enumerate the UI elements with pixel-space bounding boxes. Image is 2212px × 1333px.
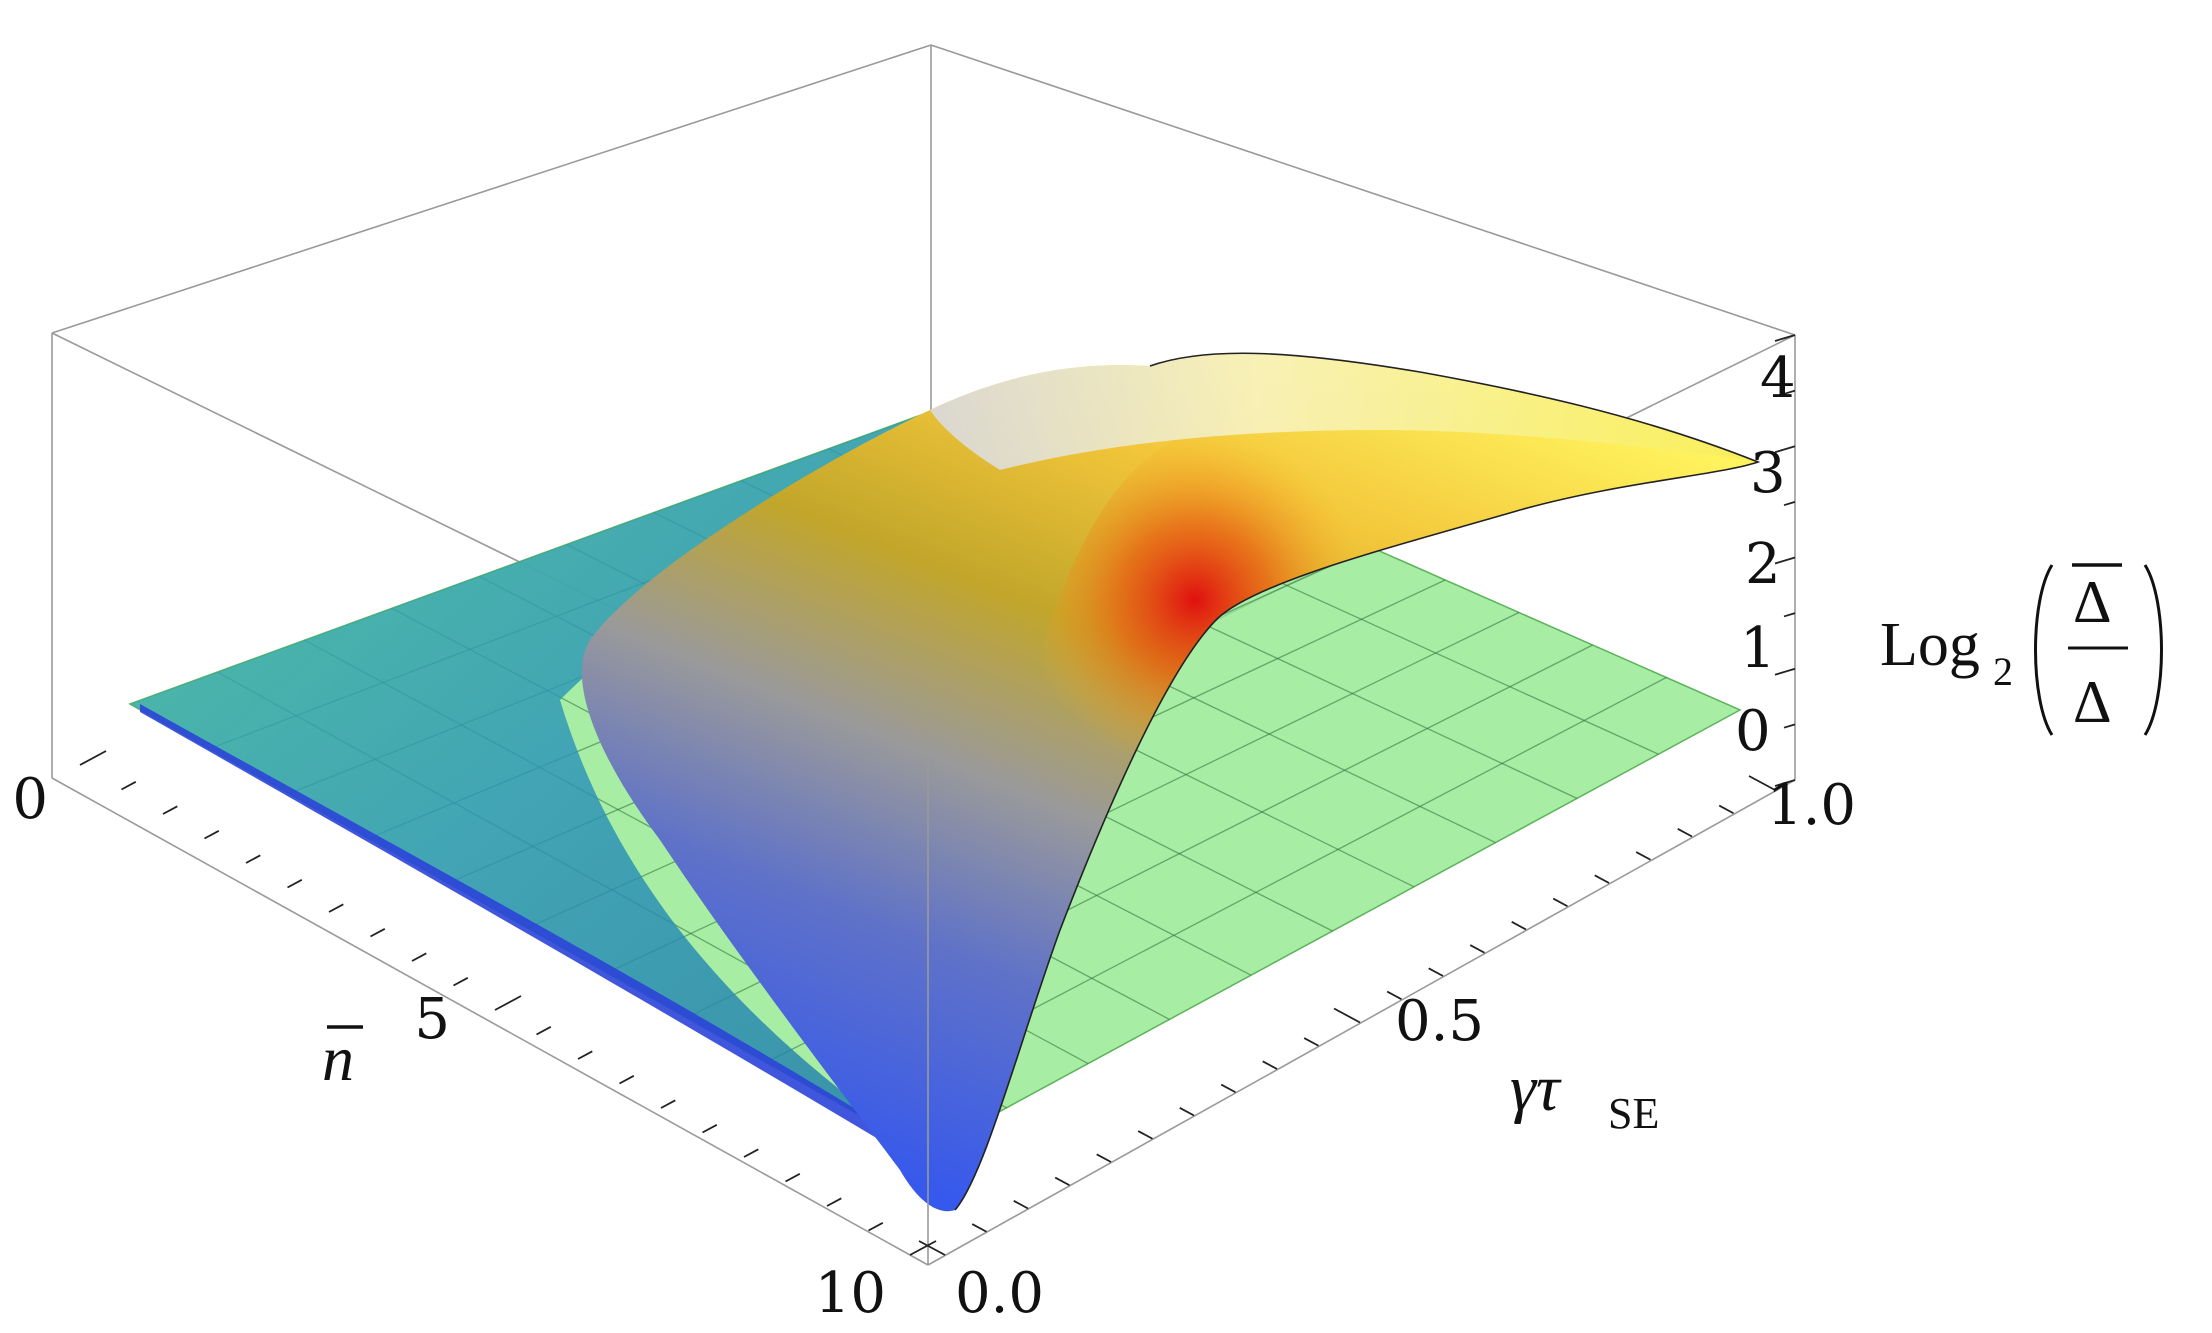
z-tick-mark-5 [1783, 501, 1796, 507]
n-tick-mark-3 [204, 830, 220, 840]
gamma-tick-0.0: 0.0 [955, 1261, 1044, 1326]
ridge-surface [581, 353, 1758, 1212]
ridge-outline [954, 352, 1761, 1211]
svg-text:Δ: Δ [2073, 669, 2112, 735]
gamma-tick-mark-12 [1428, 967, 1444, 977]
n-tick-mark-14 [660, 1099, 676, 1109]
gamma-tick-mark-9 [1303, 1037, 1319, 1047]
n-tick-mark-7 [370, 928, 386, 938]
n-tick-mark-20 [909, 1240, 937, 1256]
gamma-tick-mark-11 [1386, 990, 1402, 1001]
bounding-box-front [51, 762, 1796, 1266]
n-tick-0: 0 [12, 767, 48, 832]
gamma-tick-mark-10 [1333, 1007, 1361, 1024]
z-tick-3: 3 [1750, 441, 1786, 506]
svg-text:SE: SE [1608, 1089, 1659, 1138]
n-tick-mark-16 [743, 1148, 759, 1158]
surface-edge-blue [140, 704, 930, 1170]
gamma-tick-mark-3 [1054, 1176, 1070, 1187]
n-tick-mark-8 [411, 952, 427, 962]
n-tick-mark-12 [577, 1050, 593, 1060]
gamma-tick-mark-15 [1552, 897, 1568, 908]
gamma-tick-mark-6 [1179, 1107, 1195, 1117]
z-tick-mark-4 [1774, 556, 1796, 565]
n-tick-mark-2 [162, 805, 178, 815]
svg-text:n: n [322, 1023, 354, 1094]
z-tick-mark-7 [1783, 389, 1796, 395]
z-axis-title: Log 2 Δ Δ [1880, 563, 2163, 736]
gamma-tick-mark-18 [1677, 828, 1693, 838]
n-axis-title: n [322, 1023, 363, 1094]
gamma-tick-mark-20 [1748, 775, 1776, 791]
svg-text:2: 2 [1993, 649, 2013, 694]
gamma-tick-1.0: 1.0 [1767, 773, 1856, 838]
n-tick-mark-17 [785, 1173, 801, 1183]
gamma-tick-mark-14 [1511, 921, 1527, 931]
n-tick-mark-10 [494, 995, 522, 1011]
n-tick-mark-5 [287, 879, 303, 889]
gamma-tick-mark-0 [918, 1240, 946, 1256]
z-tick-0: 0 [1735, 699, 1771, 764]
ridge-crest [930, 353, 1758, 470]
n-tick-10: 10 [815, 1261, 886, 1326]
gamma-tick-mark-2 [1013, 1200, 1029, 1210]
z-tick-1: 1 [1740, 616, 1776, 681]
n-tick-mark-11 [536, 1026, 552, 1036]
svg-text:γτ: γτ [1510, 1052, 1562, 1125]
axis-ticks [79, 334, 1796, 1256]
n-tick-mark-15 [702, 1124, 718, 1134]
gamma-tick-mark-16 [1594, 874, 1610, 884]
gamma-tick-mark-5 [1137, 1130, 1153, 1140]
surface-underside [130, 385, 1030, 1152]
z-tick-mark-3 [1783, 612, 1796, 618]
gamma-tick-mark-7 [1220, 1083, 1236, 1094]
z-tick-4: 4 [1760, 346, 1796, 411]
gamma-tick-mark-8 [1262, 1060, 1278, 1070]
z-tick-mark-6 [1774, 445, 1796, 454]
svg-text:Δ: Δ [2073, 569, 2112, 635]
gamma-tick-mark-1 [971, 1223, 987, 1233]
ridge-peak-highlight [1030, 428, 1520, 930]
n-tick-mark-1 [121, 781, 137, 791]
n-tick-mark-9 [453, 977, 469, 987]
svg-text:Log: Log [1880, 611, 1980, 679]
n-tick-mark-18 [826, 1197, 842, 1207]
z-tick-mark-8 [1774, 334, 1796, 342]
n-tick-mark-0 [79, 750, 107, 766]
gamma-tick-0.5: 0.5 [1395, 989, 1484, 1054]
z-tick-mark-0 [1774, 779, 1796, 787]
z-tick-mark-1 [1783, 723, 1796, 729]
n-tick-mark-19 [868, 1222, 884, 1232]
n-tick-mark-13 [619, 1075, 635, 1085]
gamma-tick-mark-17 [1635, 851, 1651, 861]
gamma-axis-title: γτ SE [1510, 1052, 1659, 1138]
n-tick-mark-6 [328, 903, 344, 913]
z-tick-2: 2 [1745, 532, 1781, 597]
gamma-tick-mark-19 [1718, 804, 1734, 815]
gamma-tick-mark-13 [1469, 944, 1485, 954]
n-tick-mark-4 [245, 854, 261, 864]
gamma-tick-mark-4 [1096, 1153, 1112, 1163]
n-tick-5: 5 [414, 987, 450, 1052]
z-tick-mark-2 [1774, 667, 1796, 676]
